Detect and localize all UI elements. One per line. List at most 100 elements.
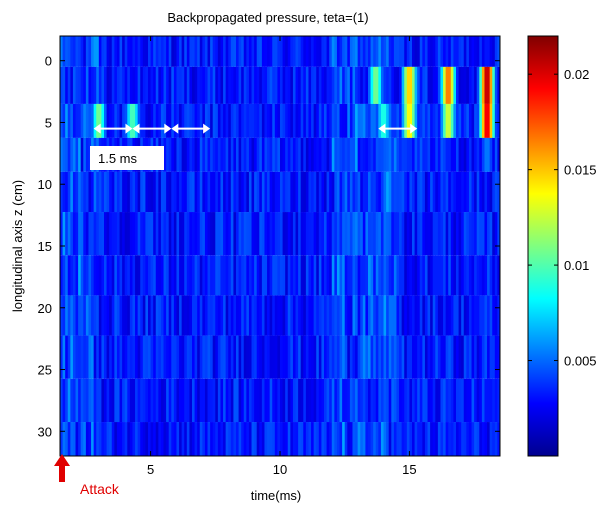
heatmap-cell xyxy=(471,295,475,336)
heatmap-cell xyxy=(331,335,335,379)
heatmap-cell xyxy=(487,295,491,336)
heatmap-cell xyxy=(471,378,475,423)
heatmap-cell xyxy=(189,378,193,423)
heatmap-cell xyxy=(248,295,253,336)
heatmap-cell xyxy=(321,66,325,104)
heatmap-cell xyxy=(456,295,460,336)
heatmap-cell xyxy=(414,422,418,456)
heatmap-cell xyxy=(450,66,455,104)
heatmap-cell xyxy=(494,378,499,423)
heatmap-cell xyxy=(114,103,118,138)
heatmap-cell xyxy=(88,335,92,379)
heatmap-cell xyxy=(463,137,467,172)
heatmap-cell xyxy=(303,212,307,256)
heatmap-cell xyxy=(331,378,335,423)
heatmap-cell xyxy=(153,36,157,67)
heatmap-cell xyxy=(443,295,447,336)
heatmap-cell xyxy=(215,335,219,379)
heatmap-cell xyxy=(277,295,281,336)
heatmap-cell xyxy=(393,212,398,256)
heatmap-cell xyxy=(272,66,276,104)
heatmap-cell xyxy=(378,255,382,296)
heatmap-cell xyxy=(127,378,131,423)
heatmap-cell xyxy=(116,36,121,67)
heatmap-cell xyxy=(280,66,284,104)
heatmap-cell xyxy=(481,103,486,138)
heatmap-cell xyxy=(246,103,250,138)
heatmap-cell xyxy=(316,137,320,172)
heatmap-cell xyxy=(375,66,379,104)
y-tick-label: 25 xyxy=(38,363,52,378)
heatmap-cell xyxy=(104,335,108,379)
heatmap-cell xyxy=(380,255,385,296)
heatmap-cell xyxy=(287,66,291,104)
heatmap-cell xyxy=(85,171,90,213)
heatmap-cell xyxy=(88,255,92,296)
heatmap-cell xyxy=(318,137,323,172)
heatmap-cell xyxy=(106,171,110,213)
heatmap-cell xyxy=(424,295,429,336)
heatmap-cell xyxy=(287,255,291,296)
heatmap-cell xyxy=(228,335,232,379)
y-tick-label: 20 xyxy=(38,301,52,316)
heatmap-cell xyxy=(422,212,426,256)
heatmap-cell xyxy=(355,422,359,456)
heatmap-cell xyxy=(287,335,291,379)
heatmap-cell xyxy=(360,422,364,456)
heatmap-cell xyxy=(352,171,356,213)
heatmap-cell xyxy=(456,255,460,296)
heatmap-cell xyxy=(331,103,335,138)
heatmap-cell xyxy=(207,378,211,423)
heatmap-cell xyxy=(334,103,338,138)
heatmap-cell xyxy=(324,378,328,423)
heatmap-cell xyxy=(393,295,398,336)
heatmap-cell xyxy=(456,103,460,138)
heatmap-cell xyxy=(445,255,449,296)
heatmap-cell xyxy=(305,36,310,67)
heatmap-cell xyxy=(189,295,193,336)
heatmap-cell xyxy=(184,103,188,138)
heatmap-cell xyxy=(355,66,359,104)
heatmap-cell xyxy=(88,171,92,213)
heatmap-cell xyxy=(145,66,149,104)
heatmap-cell xyxy=(65,335,69,379)
heatmap-cell xyxy=(424,378,429,423)
heatmap-cell xyxy=(316,66,320,104)
heatmap-cell xyxy=(380,171,385,213)
heatmap-cell xyxy=(417,295,421,336)
heatmap-cell xyxy=(497,171,500,213)
heatmap-cell xyxy=(432,255,436,296)
heatmap-cell xyxy=(287,378,291,423)
heatmap-cell xyxy=(437,295,442,336)
heatmap-cell xyxy=(305,335,310,379)
heatmap-cell xyxy=(318,335,323,379)
heatmap-cell xyxy=(466,255,470,296)
heatmap-cell xyxy=(445,36,449,67)
heatmap-cell xyxy=(259,212,263,256)
heatmap-cell xyxy=(388,66,392,104)
heatmap-cell xyxy=(83,295,87,336)
heatmap-cell xyxy=(256,295,260,336)
heatmap-cell xyxy=(212,36,216,67)
heatmap-cell xyxy=(98,255,103,296)
heatmap-cell xyxy=(461,335,465,379)
heatmap-cell xyxy=(282,212,286,256)
heatmap-cell xyxy=(404,171,408,213)
heatmap-cell xyxy=(368,335,372,379)
heatmap-cell xyxy=(468,422,473,456)
heatmap-cell xyxy=(199,137,203,172)
heatmap-cell xyxy=(399,66,403,104)
heatmap-cell xyxy=(83,103,87,138)
heatmap-cell xyxy=(259,255,263,296)
heatmap-cell xyxy=(269,137,273,172)
heatmap-cell xyxy=(122,255,126,296)
heatmap-cell xyxy=(471,137,475,172)
heatmap-cell xyxy=(256,66,260,104)
heatmap-cell xyxy=(65,422,69,456)
heatmap-cell xyxy=(277,36,281,67)
heatmap-cell xyxy=(290,36,294,67)
heatmap-cell xyxy=(243,378,247,423)
heatmap-cell xyxy=(292,295,297,336)
heatmap-cell xyxy=(497,378,500,423)
heatmap-cell xyxy=(119,422,123,456)
